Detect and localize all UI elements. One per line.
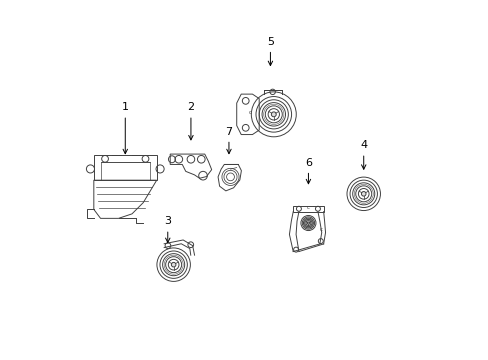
Circle shape [271, 112, 276, 117]
Text: c: c [320, 227, 323, 231]
Text: c: c [306, 205, 309, 210]
Text: 7: 7 [225, 127, 232, 154]
Text: 1: 1 [122, 103, 128, 154]
Circle shape [361, 192, 365, 196]
Text: 4: 4 [360, 140, 366, 169]
Text: c: c [248, 110, 251, 115]
Circle shape [171, 262, 176, 267]
Text: 6: 6 [305, 158, 311, 184]
Text: 2: 2 [187, 103, 194, 140]
Text: 3: 3 [164, 216, 171, 243]
Circle shape [307, 222, 309, 224]
Text: 5: 5 [266, 37, 273, 66]
